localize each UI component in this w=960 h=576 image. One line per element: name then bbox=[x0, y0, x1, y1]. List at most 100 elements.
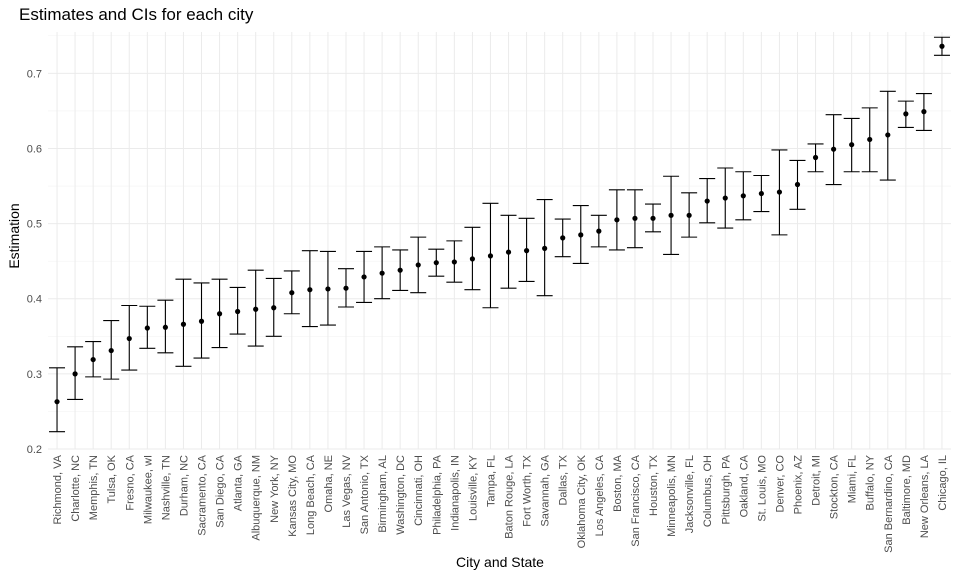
x-tick-label: Baton Rouge, LA bbox=[504, 454, 516, 538]
x-tick-label: Las Vegas, NV bbox=[341, 454, 353, 527]
estimate-point bbox=[542, 245, 548, 251]
y-tick-label: 0.5 bbox=[27, 219, 42, 231]
y-tick-label: 0.7 bbox=[27, 68, 42, 80]
x-tick-label: Tulsa, OK bbox=[106, 454, 118, 503]
x-tick-label: Charlotte, NC bbox=[70, 455, 82, 522]
y-tick-label: 0.4 bbox=[27, 294, 42, 306]
estimate-point bbox=[415, 262, 421, 268]
estimate-point bbox=[469, 256, 476, 262]
estimate-point bbox=[343, 285, 349, 291]
estimate-point bbox=[614, 217, 620, 223]
estimate-point bbox=[451, 259, 457, 265]
x-tick-label: Detroit, MI bbox=[811, 455, 823, 506]
estimate-point bbox=[704, 198, 710, 204]
x-tick-label: Boston, MA bbox=[612, 454, 624, 512]
y-tick-label: 0.3 bbox=[27, 369, 42, 381]
estimate-point bbox=[885, 132, 891, 138]
estimate-point bbox=[54, 399, 60, 405]
x-tick-label: Buffalo, NY bbox=[865, 454, 877, 510]
y-tick-label: 0.6 bbox=[27, 143, 42, 155]
estimate-point bbox=[397, 267, 403, 273]
x-tick-label: St. Louis, MO bbox=[756, 455, 768, 522]
estimate-point bbox=[686, 212, 692, 218]
estimate-point bbox=[596, 228, 602, 234]
x-tick-label: Pittsburgh, PA bbox=[720, 454, 732, 524]
estimate-point bbox=[758, 190, 764, 197]
x-tick-label: Fresno, CA bbox=[124, 454, 136, 510]
estimate-point bbox=[325, 286, 331, 292]
x-tick-label: San Antonio, TX bbox=[359, 454, 371, 534]
x-tick-label: Jacksonville, FL bbox=[684, 455, 696, 533]
x-tick-label: Richmond, VA bbox=[52, 454, 64, 524]
estimate-point bbox=[126, 335, 132, 342]
x-tick-label: Louisville, KY bbox=[467, 454, 479, 521]
estimate-point bbox=[849, 142, 855, 148]
x-axis-ticks: Richmond, VA Charlotte, NC Memphis, TN Tuls… bbox=[52, 454, 949, 553]
x-tick-label: Tampa, FL bbox=[485, 455, 497, 507]
x-tick-label: Minneapolis, MN bbox=[666, 455, 678, 537]
estimate-point bbox=[487, 253, 494, 259]
estimate-point bbox=[921, 109, 927, 115]
x-tick-label: New York, NY bbox=[269, 454, 281, 523]
estimate-point bbox=[307, 287, 313, 293]
x-tick-label: Long Beach, CA bbox=[305, 454, 317, 535]
x-tick-label: Milwaukee, wI bbox=[142, 455, 154, 524]
x-tick-label: Phoenix, AZ bbox=[792, 455, 804, 515]
x-tick-label: San Bernardino, CA bbox=[883, 454, 895, 552]
estimate-point bbox=[632, 215, 638, 221]
x-tick-label: Cincinnati, OH bbox=[413, 455, 425, 526]
x-tick-label: San Francisco, CA bbox=[630, 454, 642, 546]
x-tick-label: Oakland, CA bbox=[738, 454, 750, 517]
estimate-point bbox=[108, 347, 114, 354]
x-tick-label: Atlanta, GA bbox=[233, 454, 245, 511]
x-tick-label: Stockton, CA bbox=[829, 454, 841, 519]
y-axis-title: Estimation bbox=[6, 203, 22, 268]
x-tick-label: Savannah, GA bbox=[540, 454, 552, 526]
data-marks bbox=[49, 36, 950, 433]
estimate-point bbox=[812, 154, 819, 161]
x-tick-label: Washington, DC bbox=[395, 455, 407, 535]
x-tick-label: Baltimore, MD bbox=[901, 455, 913, 525]
estimate-point bbox=[253, 306, 259, 312]
estimate-point bbox=[198, 318, 205, 324]
estimate-point bbox=[505, 249, 512, 255]
estimate-point bbox=[271, 305, 277, 311]
x-tick-label: Fort Worth, TX bbox=[522, 454, 534, 526]
estimate-point bbox=[379, 270, 385, 276]
x-tick-label: Dallas, TX bbox=[558, 454, 570, 505]
estimate-point bbox=[216, 311, 223, 317]
x-tick-label: Houston, TX bbox=[648, 454, 660, 516]
x-tick-label: Durham, NC bbox=[178, 455, 190, 516]
estimate-point bbox=[831, 146, 837, 152]
estimate-point bbox=[939, 43, 945, 49]
chart-title: Estimates and CIs for each city bbox=[19, 5, 254, 24]
y-tick-label: 0.2 bbox=[27, 444, 42, 456]
x-tick-label: Los Angeles, CA bbox=[594, 454, 606, 536]
estimate-point bbox=[433, 260, 439, 266]
x-tick-label: Chicago, IL bbox=[937, 455, 949, 511]
estimate-point bbox=[72, 371, 78, 377]
estimate-point bbox=[162, 324, 168, 330]
estimate-point bbox=[523, 248, 530, 254]
y-axis-ticks: 0.2 0.3 0.4 0.5 0.6 0.7 bbox=[27, 68, 42, 456]
x-tick-label: Memphis, TN bbox=[88, 455, 100, 520]
estimate-point bbox=[668, 212, 674, 218]
x-tick-label: Omaha, NE bbox=[323, 455, 335, 512]
x-tick-label: Denver, CO bbox=[774, 455, 786, 513]
estimate-point bbox=[144, 325, 150, 331]
x-tick-label: Columbus, OH bbox=[702, 455, 714, 527]
estimate-point bbox=[560, 235, 566, 241]
x-tick-label: Birmingham, AL bbox=[377, 455, 389, 533]
x-tick-label: Albuquerque, NM bbox=[251, 455, 263, 541]
estimate-point bbox=[740, 193, 746, 199]
x-tick-label: Sacramento, CA bbox=[197, 454, 209, 535]
x-tick-label: Kansas City, MO bbox=[287, 455, 299, 537]
estimate-point bbox=[776, 189, 783, 195]
estimate-point bbox=[722, 195, 728, 201]
estimate-point bbox=[650, 215, 656, 221]
estimate-point bbox=[235, 308, 241, 315]
estimate-point bbox=[578, 232, 584, 238]
x-tick-label: New Orleans, LA bbox=[919, 454, 931, 538]
